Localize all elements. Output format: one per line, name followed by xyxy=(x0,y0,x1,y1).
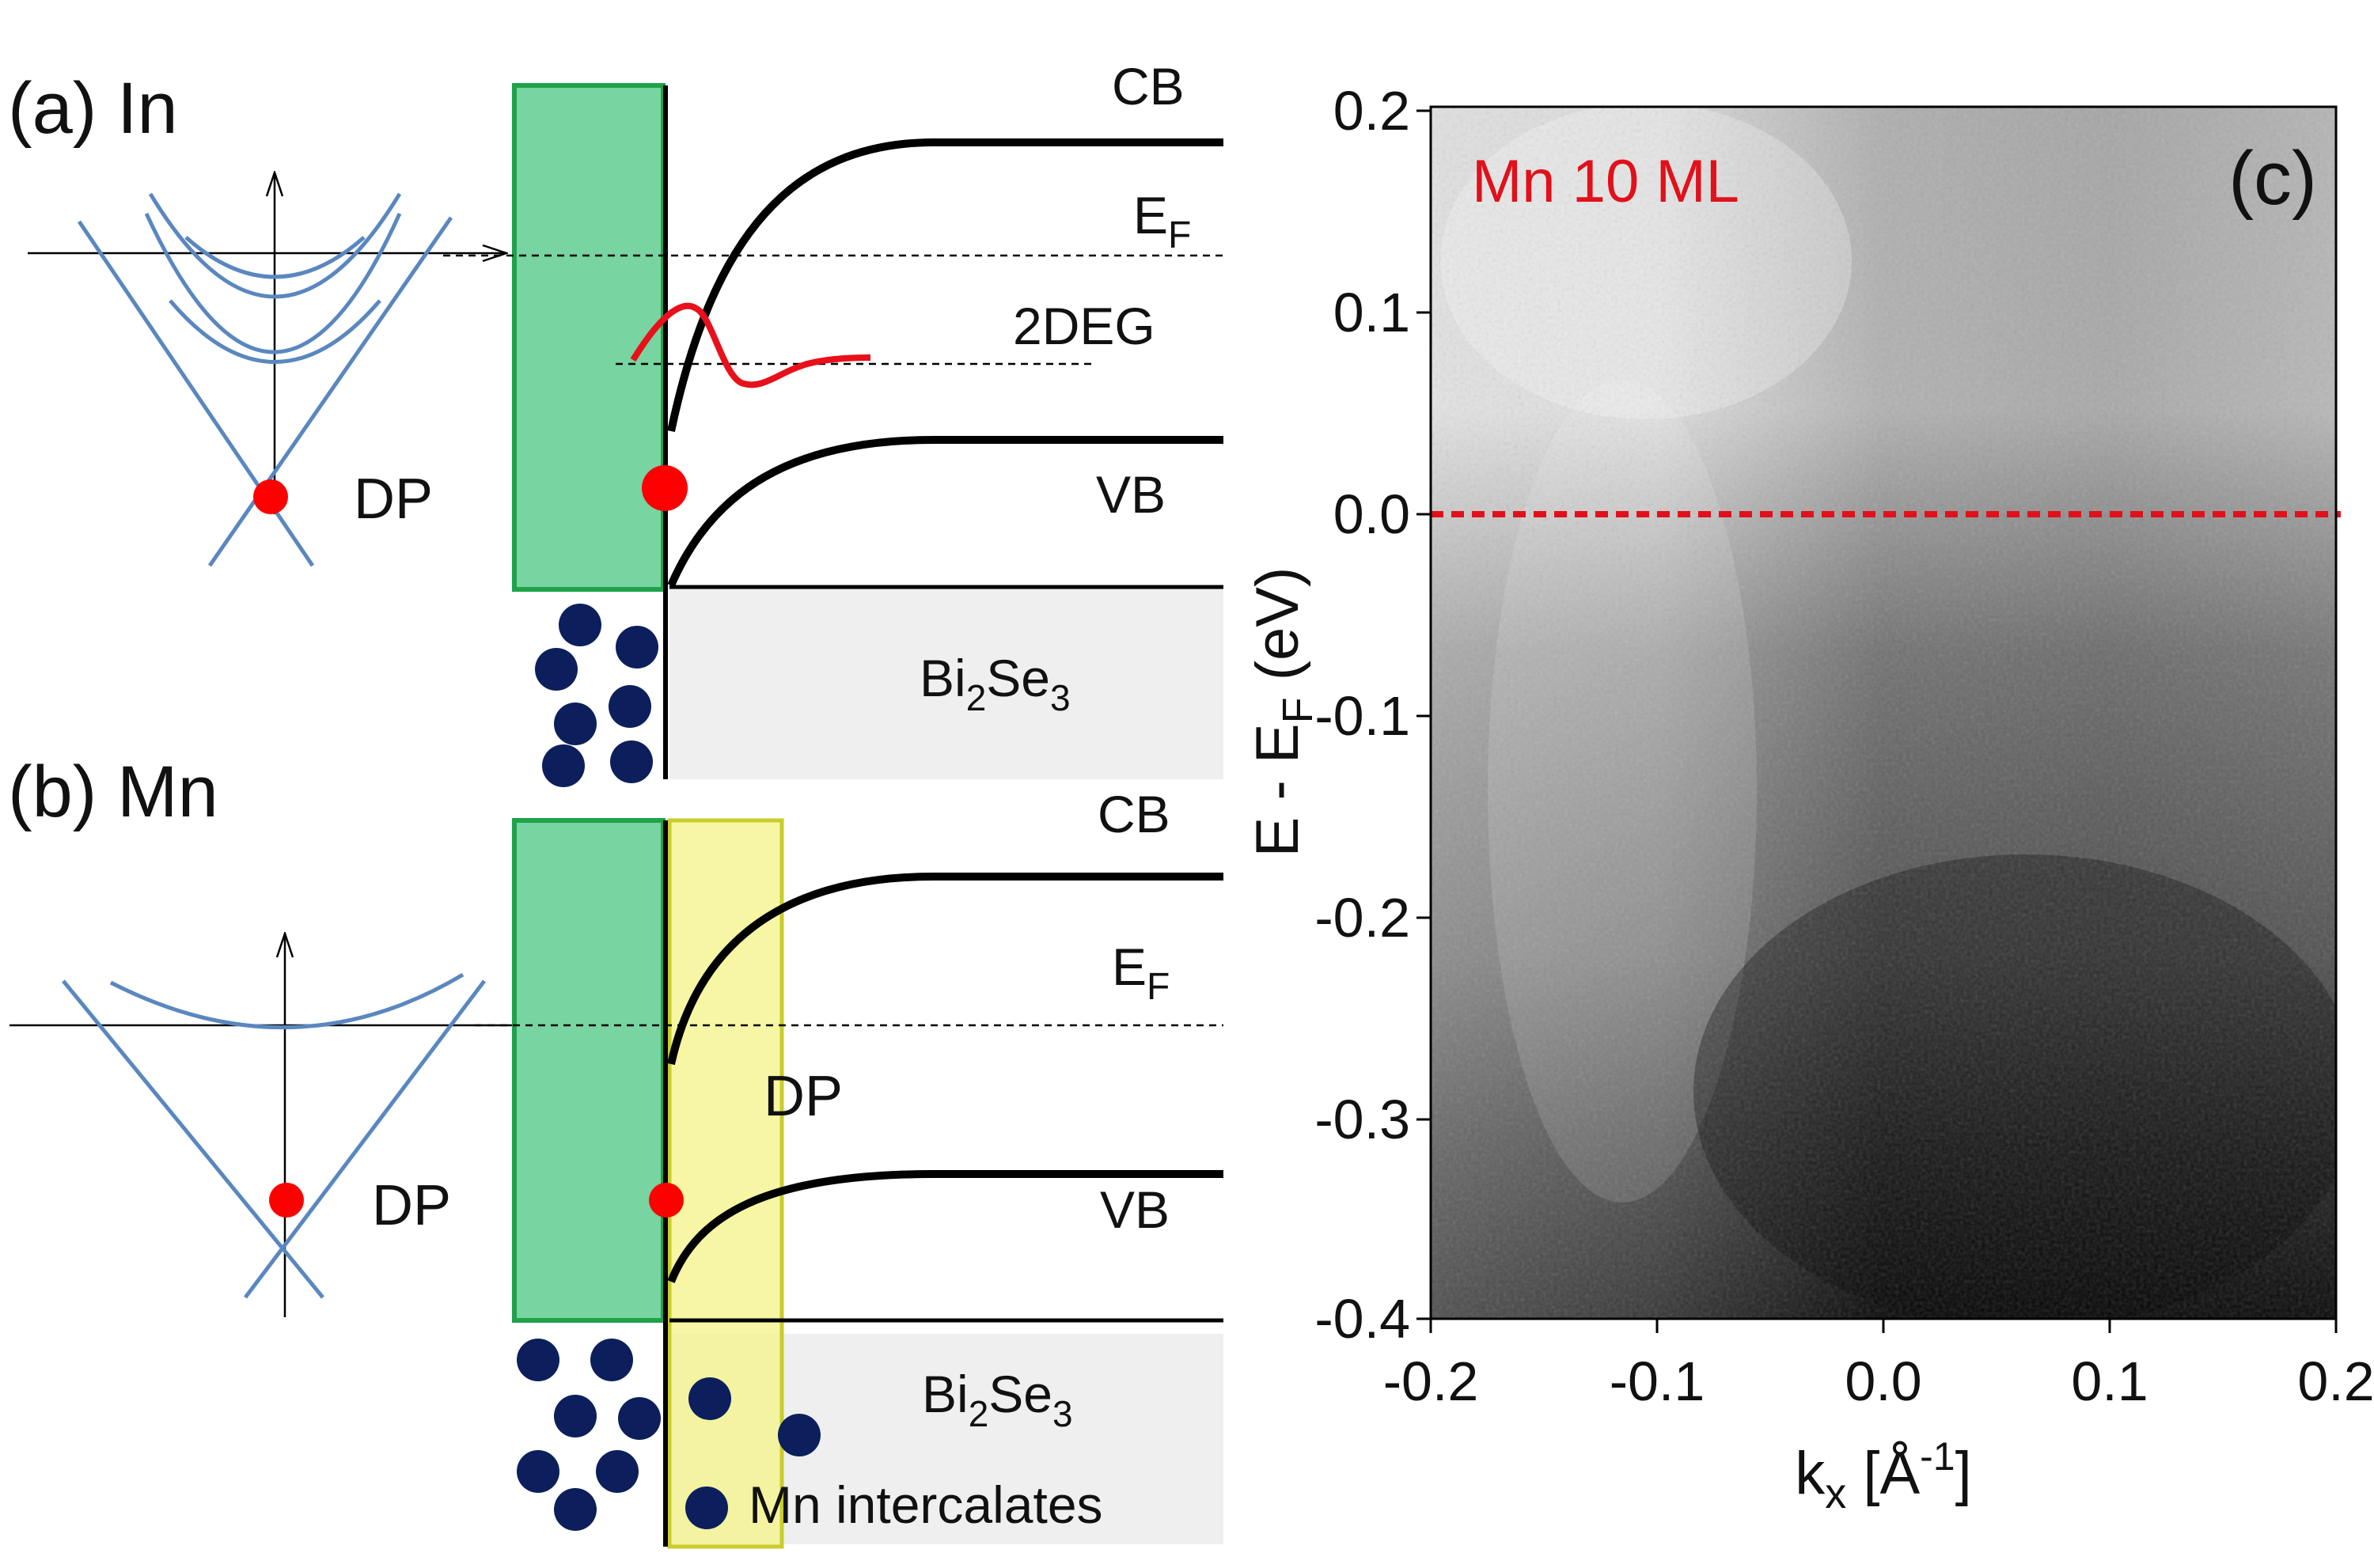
2deg-wavefunction xyxy=(630,302,871,388)
indium-atom xyxy=(542,744,585,787)
dirac-point-dot xyxy=(269,1183,304,1218)
surface-band xyxy=(109,972,465,1030)
panel-b-dispersion: DP xyxy=(9,934,546,1317)
dirac-point-interface xyxy=(649,1183,684,1218)
mn-atom xyxy=(618,1397,661,1440)
panel-b-band-diagram: CB EF DP VB Bi2Se3 Mn intercalates xyxy=(475,785,1223,1549)
x-axis-title: kx [Å-1] xyxy=(1795,1434,1972,1517)
x-axis-ticks xyxy=(1429,1319,2338,1333)
dirac-point-dot xyxy=(253,479,288,514)
dirac-point-interface xyxy=(642,465,688,511)
x-tick-label: -0.2 xyxy=(1383,1350,1479,1412)
y-tick-label: 0.0 xyxy=(1333,483,1410,545)
panel-a-substrate-label: Bi2Se3 xyxy=(920,649,1071,718)
mn-atom xyxy=(554,1395,597,1437)
indium-atom xyxy=(609,685,651,728)
panel-c-label: (c) xyxy=(2228,136,2317,221)
x-tick-label: -0.1 xyxy=(1610,1350,1705,1412)
y-axis-title: E - EF (eV) xyxy=(1244,567,1322,858)
mn-intercalate-atom xyxy=(778,1414,821,1456)
y-tick-label: -0.1 xyxy=(1314,685,1410,747)
subband-4 xyxy=(184,236,366,279)
mn-atom xyxy=(554,1488,597,1531)
dirac-cone-left xyxy=(77,220,315,567)
arpes-heatmap xyxy=(1431,107,2336,1319)
vb-curve xyxy=(667,1170,1223,1283)
panel-b-ef-label: EF xyxy=(1112,937,1170,1008)
panel-b-cb-label: CB xyxy=(1098,785,1170,843)
mn-atom xyxy=(596,1450,639,1493)
panel-a-cb-label: CB xyxy=(1112,57,1185,116)
vb-curve xyxy=(667,436,1223,587)
mn-intercalate-atom xyxy=(685,1487,728,1529)
indium-atom xyxy=(559,604,601,646)
subband-3 xyxy=(148,192,402,299)
panel-a-vb-label: VB xyxy=(1096,465,1166,524)
panel-a-ef-label: EF xyxy=(1133,186,1191,256)
mn-atom xyxy=(517,1450,559,1493)
panel-c: 0.2 0.1 0.0 -0.1 -0.2 -0.3 -0.4 -0.2 -0.… xyxy=(1244,80,2374,1517)
panel-a-label: (a) In xyxy=(8,68,178,149)
substrate-bi2se3 xyxy=(669,589,1223,779)
dirac-cone-left xyxy=(62,979,324,1299)
mn-atom xyxy=(590,1339,633,1381)
mn-intercalated-region xyxy=(667,818,784,1549)
panel-a-band-diagram: CB EF 2DEG VB Bi2Se3 xyxy=(443,57,1223,787)
cb-curve xyxy=(667,873,1223,1066)
panel-a-dispersion: DP xyxy=(28,172,506,567)
panel-b: (b) Mn DP CB EF DP VB xyxy=(8,752,1223,1549)
metal-layer xyxy=(512,83,666,592)
indium-atom xyxy=(616,626,658,668)
subband-1 xyxy=(144,212,402,354)
panel-a: (a) In DP CB xyxy=(8,57,1223,787)
panel-a-2deg-label: 2DEG xyxy=(1013,297,1155,355)
x-tick-label: 0.1 xyxy=(2071,1350,2148,1412)
y-tick-label: 0.2 xyxy=(1333,80,1410,142)
panel-b-label: (b) Mn xyxy=(8,752,218,832)
indium-atom xyxy=(610,740,653,783)
panel-b-substrate-label: Bi2Se3 xyxy=(922,1365,1073,1434)
mn-intercalates-label: Mn intercalates xyxy=(749,1475,1103,1534)
dirac-cone-right xyxy=(207,216,453,567)
metal-layer xyxy=(512,818,666,1323)
mn-atom xyxy=(517,1339,559,1381)
x-tick-label: 0.0 xyxy=(1845,1350,1921,1412)
indium-atom xyxy=(554,703,597,745)
x-tick-label: 0.2 xyxy=(2297,1350,2374,1412)
panel-c-annotation: Mn 10 ML xyxy=(1472,148,1739,215)
subband-2 xyxy=(169,299,381,364)
y-tick-label: -0.4 xyxy=(1314,1288,1410,1350)
panel-b-dp-label-left: DP xyxy=(372,1174,451,1237)
panel-b-dp-label-band: DP xyxy=(764,1065,843,1128)
panel-b-vb-label: VB xyxy=(1100,1180,1170,1239)
y-tick-label: 0.1 xyxy=(1333,282,1410,343)
indium-atom xyxy=(535,648,578,691)
y-tick-label: -0.2 xyxy=(1314,887,1410,949)
y-tick-label: -0.3 xyxy=(1314,1089,1410,1150)
cb-curve xyxy=(667,138,1223,433)
dirac-cone-right xyxy=(244,979,486,1299)
panel-a-dp-label: DP xyxy=(354,468,433,531)
y-axis-ticks xyxy=(1416,109,1431,1320)
mn-intercalate-atom xyxy=(688,1377,731,1420)
